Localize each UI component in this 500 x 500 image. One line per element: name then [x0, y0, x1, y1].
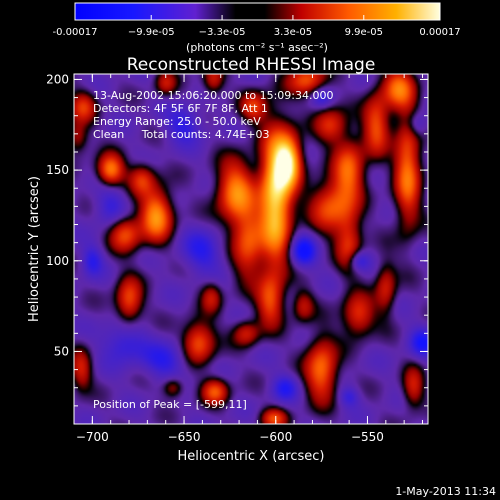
x-axis-label: Heliocentric X (arcsec) [178, 449, 325, 464]
plot-area: −700 −650 −600 −550 50 100 150 200 13-Aug-2002 … [46, 72, 429, 444]
heatmap-image [74, 74, 428, 424]
colorbar-unit-label: (photons cm⁻² s⁻¹ asec⁻²) [186, 41, 328, 54]
colorbar-tick-label: -0.00017 [53, 27, 98, 38]
colorbar-tick-label: −3.3e-05 [199, 27, 246, 38]
chart-title: Reconstructed RHESSI Image [127, 55, 376, 75]
x-tick-label: −550 [351, 430, 384, 444]
colorbar-tick-label: 3.3e-05 [274, 27, 312, 38]
annotation-detectors: Detectors: 4F 5F 6F 7F 8F, Att 1 [93, 102, 268, 115]
x-tick-label: −600 [259, 430, 292, 444]
colorbar-gradient [75, 3, 440, 20]
y-tick-label: 50 [54, 344, 69, 358]
colorbar-ticks: -0.00017 −9.9e-05 −3.3e-05 3.3e-05 9.9e-05 0.… [53, 15, 461, 38]
axis-ticks: −700 −650 −600 −550 50 100 150 200 [46, 72, 428, 444]
x-tick-label: −700 [76, 430, 109, 444]
colorbar: -0.00017 −9.9e-05 −3.3e-05 3.3e-05 9.9e-05 0.… [53, 2, 461, 54]
y-axis-label: Heliocentric Y (arcsec) [27, 176, 42, 322]
peak-position-label: Position of Peak = [-599,11] [93, 398, 247, 411]
colorbar-tick-label: −9.9e-05 [128, 27, 175, 38]
y-tick-label: 200 [46, 72, 69, 86]
annotation-block: 13-Aug-2002 15:06:20.000 to 15:09:34.000… [93, 89, 334, 141]
timestamp: 1-May-2013 11:34 [395, 485, 496, 498]
annotation-time-range: 13-Aug-2002 15:06:20.000 to 15:09:34.000 [93, 89, 334, 102]
x-tick-label: −650 [168, 430, 201, 444]
y-tick-label: 100 [46, 254, 69, 268]
y-tick-label: 150 [46, 163, 69, 177]
colorbar-tick-label: 0.00017 [419, 27, 460, 38]
annotation-energy-range: Energy Range: 25.0 - 50.0 keV [93, 115, 261, 128]
colorbar-tick-label: 9.9e-05 [345, 27, 383, 38]
colorbar-frame [74, 2, 441, 21]
plot-frame [73, 73, 429, 425]
annotation-clean-counts: Clean Total counts: 4.74E+03 [93, 128, 270, 141]
